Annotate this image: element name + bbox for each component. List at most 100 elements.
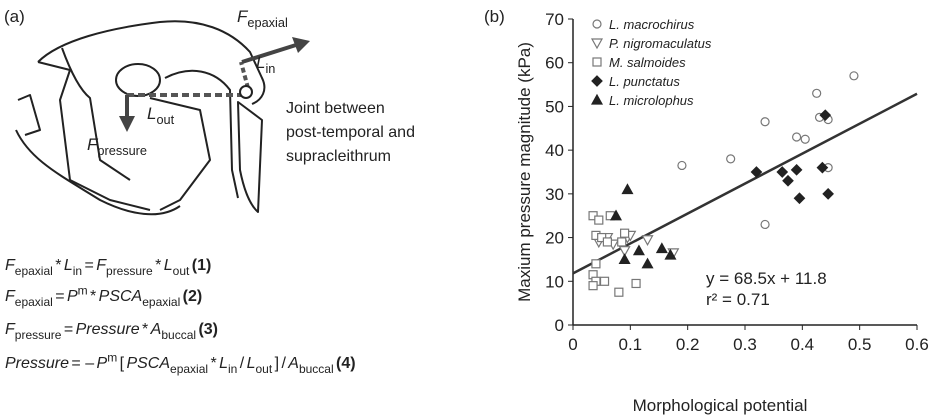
text-part: =	[55, 288, 64, 305]
point	[750, 166, 763, 178]
text-part: P	[67, 288, 78, 305]
equation: Fepaxial * Lin = Fpressure * Lout (1)	[5, 257, 211, 278]
text-part: L	[247, 355, 256, 372]
text-part: (1)	[192, 257, 212, 274]
point	[591, 259, 601, 269]
text-part: in	[73, 264, 82, 278]
text-part: pressure	[97, 143, 147, 158]
point	[782, 174, 794, 187]
text-part: =	[64, 321, 73, 338]
fit-r2: r² = 0.71	[706, 290, 770, 309]
point	[726, 154, 736, 164]
text-part: epaxial	[170, 362, 208, 376]
text-part: F	[87, 135, 99, 154]
text-part: *	[90, 288, 96, 305]
fit-equation: y = 68.5x + 11.8	[706, 269, 827, 288]
text-part: PSCA	[99, 288, 143, 305]
point	[760, 219, 770, 230]
point	[816, 161, 829, 174]
text-part: P	[97, 355, 108, 372]
equation: Fepaxial = Pm * PSCAepaxial (2)	[5, 284, 202, 309]
panel-label: (b)	[484, 7, 505, 26]
text-part: in	[265, 61, 275, 76]
text-part: *	[142, 321, 148, 338]
point	[819, 109, 832, 122]
text-part: L	[147, 104, 156, 123]
text-part: *	[155, 257, 161, 274]
legend-label: L. macrochirus	[609, 17, 695, 32]
y-tick-label: 20	[545, 229, 564, 248]
point	[812, 88, 822, 98]
y-axis-label: Maxium pressure magnitude (kPa)	[515, 42, 534, 302]
point	[849, 71, 859, 81]
text-part: A	[287, 355, 299, 372]
text-part: F	[5, 288, 16, 305]
fish-skull-diagram	[15, 20, 310, 216]
legend-label: L. punctatus	[609, 74, 680, 89]
joint-label: Joint between	[286, 100, 385, 117]
point	[614, 287, 624, 297]
x-tick-label: 0.2	[676, 335, 700, 354]
regression-line	[572, 92, 918, 275]
text-part: *	[55, 257, 61, 274]
text-part: L	[64, 257, 73, 274]
force-label: Fpressure	[87, 135, 147, 158]
point	[619, 228, 630, 238]
point	[618, 246, 631, 257]
legend-marker	[591, 75, 603, 87]
text-part: pressure	[15, 328, 62, 342]
force-label: Fepaxial	[237, 7, 288, 30]
y-tick-label: 10	[545, 272, 564, 291]
point	[790, 163, 803, 176]
text-part: L	[164, 257, 173, 274]
point	[793, 192, 806, 205]
text-part: ]	[275, 355, 279, 372]
point	[617, 237, 627, 247]
point	[800, 134, 810, 144]
legend-marker	[590, 93, 604, 105]
text-part: F	[5, 257, 16, 274]
x-axis-label: Morphological potential	[633, 396, 808, 415]
text-part: buccal	[299, 362, 334, 376]
point	[822, 188, 834, 200]
y-tick-label: 30	[545, 185, 564, 204]
y-tick-label: 70	[545, 10, 564, 29]
equation: Pressure = – Pm[PSCAepaxial * Lin / Lout] / Abuc…	[5, 351, 356, 376]
legend-marker	[590, 38, 604, 50]
text-part: out	[173, 264, 190, 278]
legend-marker	[592, 19, 602, 29]
text-part: F	[5, 321, 16, 338]
joint-label: post-temporal and	[286, 124, 415, 141]
text-part: pressure	[106, 264, 153, 278]
text-part: *	[210, 355, 216, 372]
text-part: epaxial	[15, 295, 53, 309]
x-tick-label: 0.3	[733, 335, 757, 354]
text-part: out	[255, 362, 272, 376]
equation: Fpressure = Pressure * Abuccal (3)	[5, 321, 218, 342]
point	[760, 117, 770, 127]
text-part: (4)	[336, 355, 356, 372]
text-part: epaxial	[15, 264, 53, 278]
text-part: L	[219, 355, 228, 372]
point	[602, 237, 613, 247]
point	[621, 183, 634, 195]
legend-label: P. nigromaculatus	[609, 36, 712, 51]
point	[631, 278, 641, 289]
text-part: Pressure	[5, 355, 69, 372]
text-part: /	[281, 355, 286, 372]
text-part: F	[96, 257, 107, 274]
arrow-head	[119, 116, 135, 132]
text-part: out	[156, 112, 174, 127]
point	[655, 242, 668, 254]
force-arrow	[241, 43, 297, 64]
point	[791, 132, 802, 142]
text-part: in	[228, 362, 237, 376]
force-label: Lout	[147, 104, 175, 127]
text-part: F	[237, 7, 249, 26]
text-part: [	[120, 355, 125, 372]
legend-label: L. microlophus	[609, 93, 694, 108]
text-part: L	[256, 53, 265, 72]
arrow-head	[292, 37, 310, 53]
text-part: Pressure	[76, 321, 140, 338]
